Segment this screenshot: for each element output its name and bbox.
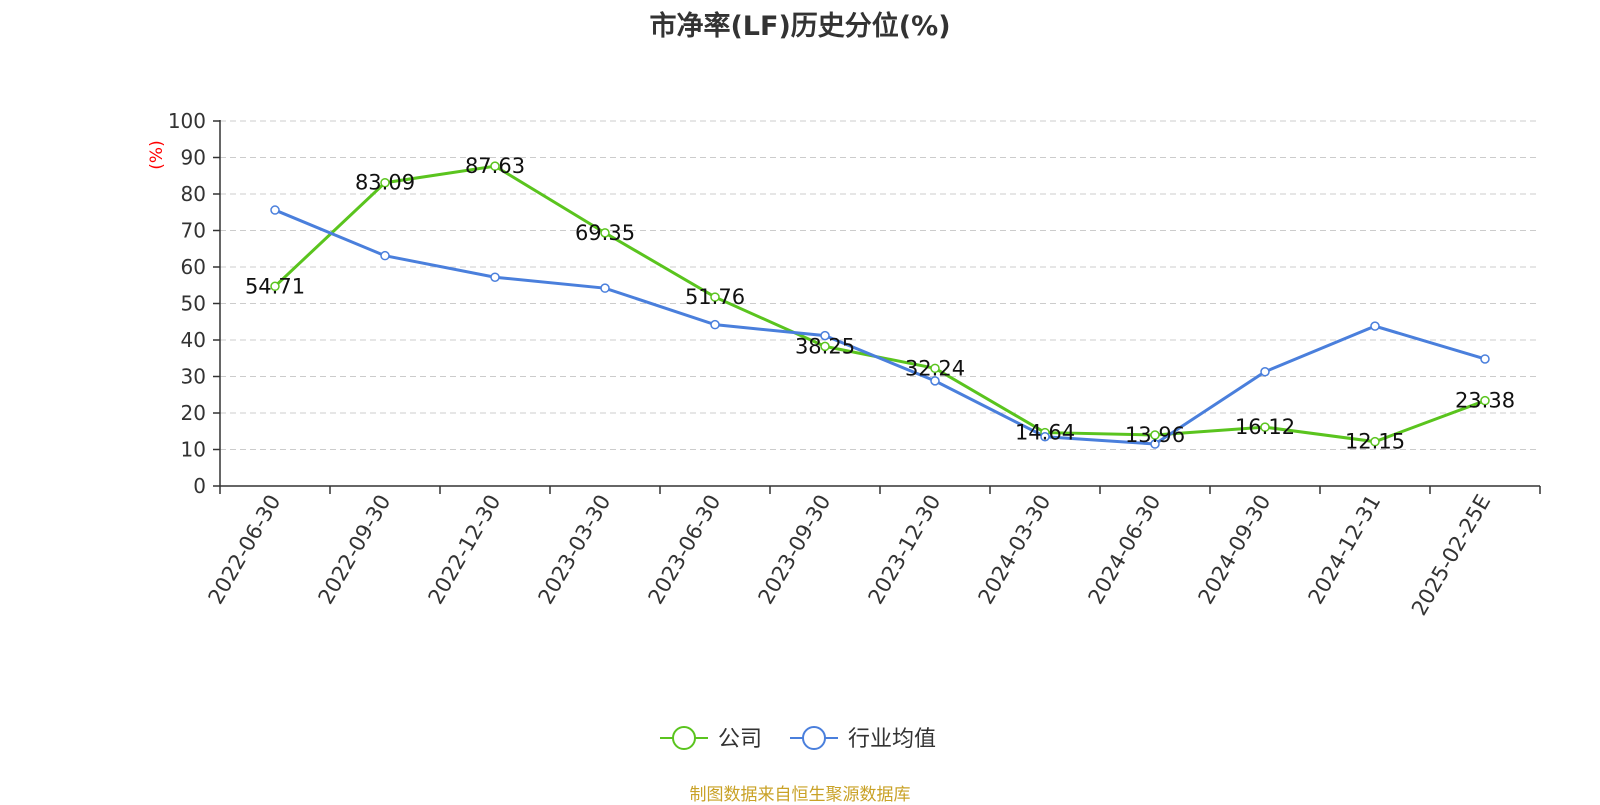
y-tick-label: 0 [193, 474, 206, 498]
x-tick-label: 2022-06-30 [204, 491, 286, 609]
x-tick-label: 2024-09-30 [1194, 491, 1276, 609]
y-tick-label: 60 [181, 255, 206, 279]
company-point [1260, 422, 1270, 432]
y-tick-label: 30 [181, 365, 206, 389]
grid-lines [220, 120, 1540, 450]
x-tick-label: 2025-02-25E [1407, 491, 1495, 620]
source-note: 制图数据来自恒生聚源数据库 [689, 785, 911, 805]
series-points [270, 161, 1490, 449]
y-axis-unit-label: (%) [147, 140, 167, 169]
company-point [710, 292, 720, 302]
company-data-label: 12.15 [1345, 430, 1405, 454]
y-tick-label: 70 [181, 219, 206, 243]
industry-point [1040, 431, 1050, 442]
y-tick-label: 40 [181, 328, 206, 352]
chart-title: 市净率(LF)历史分位(%) [649, 11, 951, 42]
industry-point [270, 205, 280, 215]
x-tick-label: 2024-06-30 [1084, 491, 1166, 609]
company-point [1480, 395, 1490, 406]
company-data-label: 54.71 [245, 274, 305, 298]
company-point [820, 341, 830, 352]
data-labels: 54.71 83.09 87.63 69.35 51.76 38.25 32.24 14.64… [245, 154, 1515, 454]
company-point [1370, 436, 1380, 447]
company-data-label: 13.96 [1125, 423, 1185, 447]
series-lines [273, 164, 1486, 446]
y-tick-label: 10 [181, 438, 206, 462]
company-data-label: 23.38 [1455, 389, 1515, 413]
x-tick-label: 2022-12-30 [424, 491, 506, 609]
company-data-label: 87.63 [465, 154, 525, 178]
legend-item-industry[interactable]: 行业均值 [790, 726, 936, 752]
y-tick-label: 90 [181, 146, 206, 170]
company-point [270, 281, 280, 292]
x-tick-label: 2022-09-30 [314, 491, 396, 609]
y-tick-label: 100 [168, 109, 206, 133]
industry-point [1260, 367, 1270, 377]
company-point [600, 228, 610, 238]
company-data-label: 32.24 [905, 356, 965, 380]
industry-point [820, 330, 830, 341]
x-tick-label: 2023-09-30 [754, 491, 836, 609]
industry-point [380, 250, 390, 261]
legend-company-label: 公司 [718, 727, 762, 752]
company-point [490, 161, 500, 171]
x-tick-label: 2024-12-31 [1304, 491, 1386, 609]
company-data-label: 14.64 [1015, 421, 1075, 445]
company-data-label: 69.35 [575, 221, 635, 245]
x-axis-ticks: 2022-06-30 2022-09-30 2022-12-30 2023-03-30… [204, 486, 1541, 620]
y-tick-label: 80 [181, 182, 206, 206]
company-point [930, 363, 940, 374]
industry-series-line [274, 208, 1486, 446]
legend-industry-marker [802, 726, 826, 750]
industry-point [1480, 354, 1490, 364]
legend[interactable]: 公司 行业均值 [660, 726, 936, 752]
company-data-label: 38.25 [795, 334, 855, 358]
legend-item-company[interactable]: 公司 [660, 726, 762, 752]
industry-point [710, 319, 720, 330]
industry-point [930, 376, 940, 386]
y-axis-ticks: 0 10 20 30 40 50 60 70 80 90 100 [168, 109, 220, 498]
industry-point [490, 272, 500, 282]
company-data-label: 16.12 [1235, 415, 1295, 439]
company-point [380, 177, 390, 188]
x-tick-label: 2024-03-30 [974, 491, 1056, 609]
industry-point [1370, 321, 1380, 331]
company-data-label: 83.09 [355, 171, 415, 195]
company-data-label: 51.76 [685, 285, 745, 309]
company-point [1150, 430, 1160, 440]
legend-industry-label: 行业均值 [848, 727, 936, 752]
industry-point [600, 283, 610, 293]
y-tick-label: 50 [181, 292, 206, 316]
y-tick-label: 20 [181, 401, 206, 425]
x-tick-label: 2023-12-30 [864, 491, 946, 609]
industry-point [1150, 439, 1160, 449]
x-tick-label: 2023-06-30 [644, 491, 726, 609]
x-tick-label: 2023-03-30 [534, 491, 616, 609]
legend-company-marker [672, 726, 696, 750]
